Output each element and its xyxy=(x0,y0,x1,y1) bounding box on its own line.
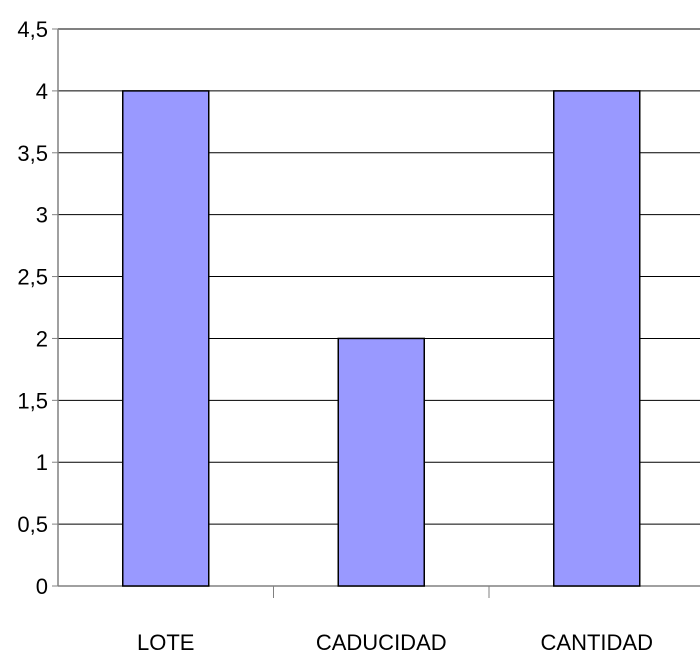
bar-lote xyxy=(122,90,210,587)
y-tick-label: 2 xyxy=(36,326,48,351)
bar-cantidad xyxy=(553,90,641,587)
bar-caducidad xyxy=(337,337,425,587)
y-tick-labels: 0 0,5 1 1,5 2 2,5 3 3,5 4 4,5 xyxy=(17,17,48,599)
y-tick-label: 1 xyxy=(36,450,48,475)
y-tick-label: 4,5 xyxy=(17,17,48,42)
y-tick-label: 4 xyxy=(36,79,48,104)
y-tick-label: 3,5 xyxy=(17,141,48,166)
x-tick-label: CANTIDAD xyxy=(541,630,653,655)
y-tick-label: 3 xyxy=(36,203,48,228)
y-tick-label: 0,5 xyxy=(17,512,48,537)
y-tick-label: 2,5 xyxy=(17,265,48,290)
y-tick-label: 0 xyxy=(36,574,48,599)
x-tick-label: CADUCIDAD xyxy=(316,630,447,655)
x-tick-label: LOTE xyxy=(137,630,194,655)
y-tick-label: 1,5 xyxy=(17,388,48,413)
x-tick-labels: LOTE CADUCIDAD CANTIDAD xyxy=(137,630,653,655)
bars xyxy=(122,90,641,587)
